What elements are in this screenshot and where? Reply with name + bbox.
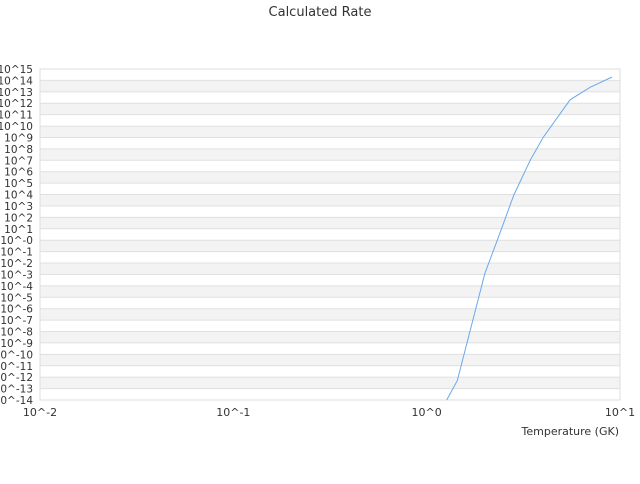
- y-tick-label: 10^-5: [0, 292, 33, 304]
- y-tick-label: 10^-3: [0, 269, 33, 281]
- y-tick-label: 10^-1: [0, 247, 33, 259]
- y-tick-label: 10^-13: [0, 384, 33, 396]
- grid-band: [40, 342, 620, 355]
- y-tick-label: 10^10: [0, 121, 33, 133]
- x-tick-label: 10^0: [412, 406, 442, 419]
- grid-band: [40, 320, 620, 332]
- grid-band: [40, 160, 620, 172]
- x-tick-label: 10^-1: [216, 406, 250, 419]
- grid-band: [40, 274, 620, 286]
- grid-band: [40, 91, 620, 104]
- y-tick-label: 10^-4: [0, 281, 33, 293]
- y-tick-label: 10^-2: [0, 258, 33, 270]
- grid-band: [40, 297, 620, 309]
- grid-band: [40, 285, 620, 298]
- grid-band: [40, 205, 620, 218]
- y-tick-label: 10^3: [4, 201, 33, 213]
- grid-band: [40, 240, 620, 252]
- grid-band: [40, 217, 620, 229]
- grid-band: [40, 171, 620, 184]
- grid-band: [40, 354, 620, 366]
- y-tick-label: 10^-10: [0, 349, 33, 361]
- series-line: [446, 76, 613, 401]
- y-tick-label: 10^7: [4, 155, 33, 167]
- grid-band: [40, 126, 620, 138]
- y-tick-label: 10^13: [0, 87, 33, 99]
- y-tick-label: 10^6: [4, 167, 33, 179]
- y-tick-label: 10^11: [0, 110, 33, 122]
- grid-band: [40, 114, 620, 127]
- y-tick-label: 10^-0: [0, 235, 33, 247]
- grid-band: [40, 228, 620, 241]
- y-tick-label: 10^-8: [0, 327, 33, 339]
- plot-border: [39, 68, 621, 401]
- y-tick-label: 10^14: [0, 75, 33, 87]
- y-tick-label: 10^-7: [0, 315, 33, 327]
- y-tick-label: 10^2: [4, 212, 33, 224]
- y-tick-label: 10^8: [4, 144, 33, 156]
- grid-band: [40, 377, 620, 389]
- chart-title: Calculated Rate: [269, 5, 372, 20]
- grid-band: [40, 194, 620, 206]
- y-tick-label: 10^12: [0, 98, 33, 110]
- grid-band: [40, 365, 620, 378]
- x-tick-label: 10^1: [605, 406, 635, 419]
- grid-band: [40, 308, 620, 321]
- y-tick-label: 10^-12: [0, 372, 33, 384]
- y-tick-label: 10^-11: [0, 361, 33, 373]
- grid-band: [40, 183, 620, 195]
- grid-band: [40, 80, 620, 92]
- grid-band: [40, 148, 620, 161]
- y-tick-label: 10^-6: [0, 304, 33, 316]
- grid-band: [40, 388, 620, 400]
- grid-band: [40, 69, 620, 81]
- y-tick-label: 10^9: [4, 132, 33, 144]
- grid-band: [40, 263, 620, 275]
- grid-band: [40, 103, 620, 115]
- grid-band: [40, 137, 620, 149]
- y-tick-label: 10^4: [4, 190, 33, 202]
- y-tick-label: 10^15: [0, 64, 33, 76]
- x-tick-label: 10^-2: [23, 406, 57, 419]
- y-tick-label: 10^5: [4, 178, 33, 190]
- y-tick-label: 10^-14: [0, 395, 33, 407]
- grid-band: [40, 331, 620, 343]
- grid-band: [40, 251, 620, 264]
- y-tick-label: 10^-9: [0, 338, 33, 350]
- y-tick-label: 10^1: [4, 224, 33, 236]
- x-axis-label: Temperature (GK): [521, 425, 620, 438]
